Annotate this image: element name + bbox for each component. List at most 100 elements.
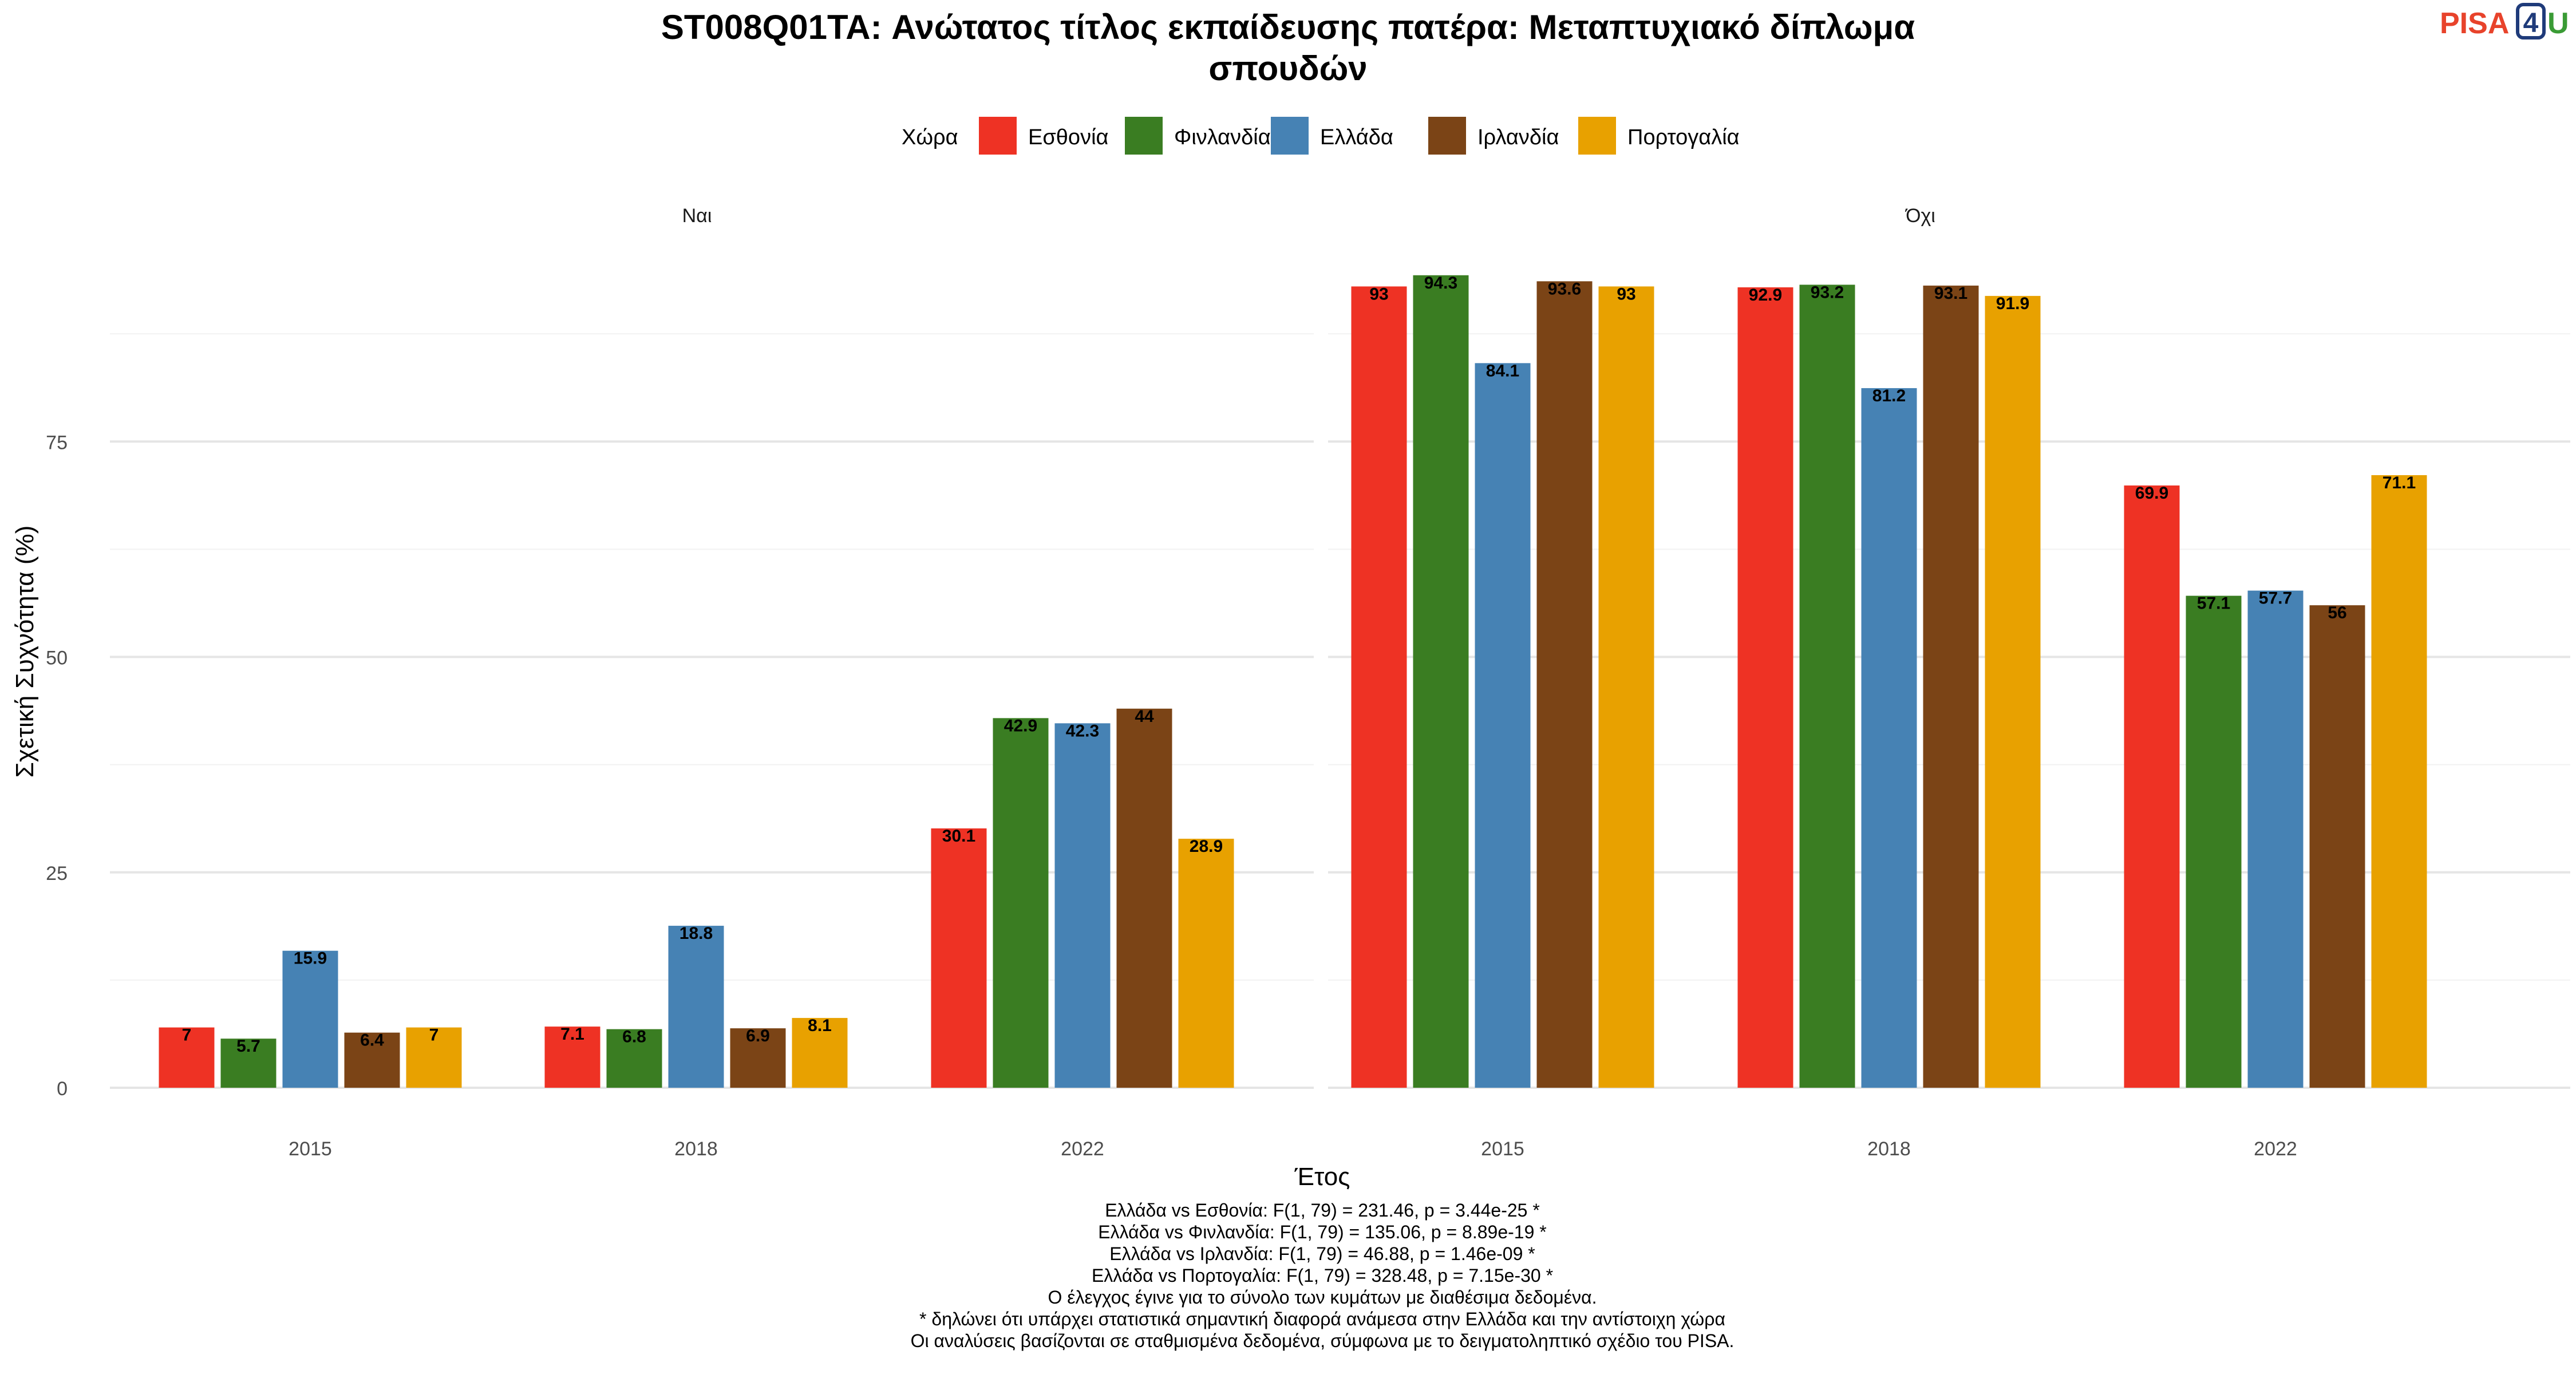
legend-label: Ιρλανδία (1477, 125, 1559, 149)
bar (1985, 295, 2041, 1088)
bar (2186, 595, 2242, 1088)
bar (606, 1029, 662, 1088)
bar (544, 1026, 600, 1088)
bar-value-label: 6.4 (360, 1031, 384, 1050)
bar (1116, 708, 1172, 1088)
legend-title: Χώρα (902, 125, 958, 149)
caption-line: Ο έλεγχος έγινε για το σύνολο των κυμάτω… (1048, 1287, 1597, 1308)
bar (993, 718, 1049, 1088)
y-axis-ticks: 0 25 50 75 (46, 432, 68, 1100)
pisa4u-logo: PISA 4 U (2440, 3, 2569, 40)
y-tick-label: 25 (46, 863, 68, 885)
caption-line: * δηλώνει ότι υπάρχει στατιστικά σημαντι… (919, 1309, 1725, 1329)
bar (1413, 275, 1469, 1088)
bars (159, 275, 2427, 1088)
bar (220, 1039, 276, 1088)
legend: Χώρα Εσθονία Φινλανδία Ελλάδα Ιρλανδία Πορτο… (902, 117, 1740, 155)
legend-swatch (979, 117, 1017, 155)
bar-value-label: 69.9 (2135, 484, 2168, 503)
bar-value-label: 84.1 (1486, 361, 1519, 380)
bar-value-label: 56 (2328, 603, 2346, 622)
legend-swatch (1578, 117, 1616, 155)
bar (1475, 363, 1531, 1088)
chart-title-line1: ST008Q01TA: Ανώτατος τίτλος εκπαίδευσης … (661, 8, 1915, 46)
bar (406, 1027, 462, 1088)
x-tick-label: 2018 (674, 1138, 718, 1160)
bar-value-label: 93.6 (1548, 279, 1581, 298)
y-tick-label: 50 (46, 647, 68, 669)
x-tick-label: 2015 (1481, 1138, 1524, 1160)
y-axis-title: Σχετική Συχνότητα (%) (11, 526, 39, 778)
x-tick-label: 2022 (1061, 1138, 1104, 1160)
caption: Ελλάδα vs Εσθονία: F(1, 79) = 231.46, p … (911, 1200, 1735, 1351)
bar (931, 828, 987, 1088)
legend-swatch (1428, 117, 1466, 155)
bar-value-label: 7 (429, 1026, 439, 1045)
bar (792, 1018, 848, 1088)
bar (159, 1027, 215, 1088)
bar-value-label: 93 (1369, 285, 1388, 303)
bar (344, 1032, 400, 1088)
panel-label: Όχι (1905, 205, 1935, 227)
bar-value-label: 81.2 (1872, 386, 1906, 405)
bar (1799, 285, 1855, 1088)
bar (2371, 475, 2427, 1088)
bar (1536, 281, 1593, 1088)
bar-value-label: 6.8 (622, 1028, 646, 1047)
bar-value-label: 28.9 (1190, 837, 1223, 856)
y-tick-label: 75 (46, 432, 68, 453)
bar-value-label: 93.2 (1811, 283, 1844, 302)
x-tick-label: 2018 (1867, 1138, 1911, 1160)
bar-value-label: 15.9 (294, 949, 327, 968)
caption-line: Οι αναλύσεις βασίζονται σε σταθμισμένα δ… (911, 1330, 1735, 1351)
bar-value-label: 6.9 (746, 1026, 770, 1045)
logo-pisa-text: PISA (2440, 7, 2509, 40)
bar-value-label: 7.1 (560, 1025, 584, 1044)
logo-u-text: U (2547, 7, 2569, 40)
bar (1054, 723, 1111, 1088)
bar-labels: 7 7.1 30.1 5.7 6.8 42.9 15.9 18.8 42.3 6.4 6.9 44 7 8… (182, 274, 2416, 1056)
bar (1861, 388, 1917, 1088)
bar (2247, 590, 2304, 1088)
bar-value-label: 94.3 (1424, 274, 1457, 293)
y-tick-label: 0 (57, 1078, 68, 1100)
logo-4-box (2516, 3, 2546, 40)
legend-label: Πορτογαλία (1627, 125, 1740, 149)
caption-line: Ελλάδα vs Εσθονία: F(1, 79) = 231.46, p … (1105, 1200, 1540, 1221)
legend-label: Ελλάδα (1320, 125, 1393, 149)
bar-value-label: 42.3 (1066, 721, 1099, 740)
bar-value-label: 5.7 (236, 1037, 260, 1056)
x-tick-label: 2022 (2254, 1138, 2297, 1160)
legend-swatch (1271, 117, 1309, 155)
caption-line: Ελλάδα vs Φινλανδία: F(1, 79) = 135.06, … (1098, 1222, 1546, 1242)
bar (1351, 286, 1407, 1088)
bar (282, 950, 338, 1088)
legend-label: Εσθονία (1028, 125, 1108, 149)
bar (730, 1028, 786, 1088)
bar-value-label: 57.1 (2197, 594, 2230, 613)
bar-value-label: 91.9 (1996, 294, 2029, 313)
panel-label: Ναι (682, 205, 712, 227)
bar (1598, 286, 1654, 1088)
bar (2124, 485, 2180, 1088)
x-tick-label: 2015 (289, 1138, 332, 1160)
bar-value-label: 42.9 (1004, 716, 1037, 735)
bar-value-label: 18.8 (679, 924, 713, 943)
bar (1737, 287, 1793, 1088)
bar-value-label: 7 (182, 1026, 192, 1045)
panel-labels: Ναι Όχι (682, 205, 1935, 227)
bar (1178, 839, 1234, 1088)
x-axis-title: Έτος (1294, 1163, 1350, 1191)
bar-value-label: 92.9 (1749, 286, 1782, 305)
caption-line: Ελλάδα vs Ιρλανδία: F(1, 79) = 46.88, p … (1109, 1243, 1535, 1264)
bar-value-label: 8.1 (808, 1016, 832, 1035)
chart-title-line2: σπουδών (1208, 49, 1367, 88)
legend-label: Φινλανδία (1174, 125, 1271, 149)
bar (1923, 285, 1979, 1088)
bar (668, 926, 724, 1088)
caption-line: Ελλάδα vs Πορτογαλία: F(1, 79) = 328.48,… (1092, 1265, 1553, 1286)
bar-value-label: 57.7 (2259, 589, 2292, 608)
bar-value-label: 44 (1135, 707, 1154, 726)
bar-value-label: 71.1 (2383, 473, 2416, 492)
